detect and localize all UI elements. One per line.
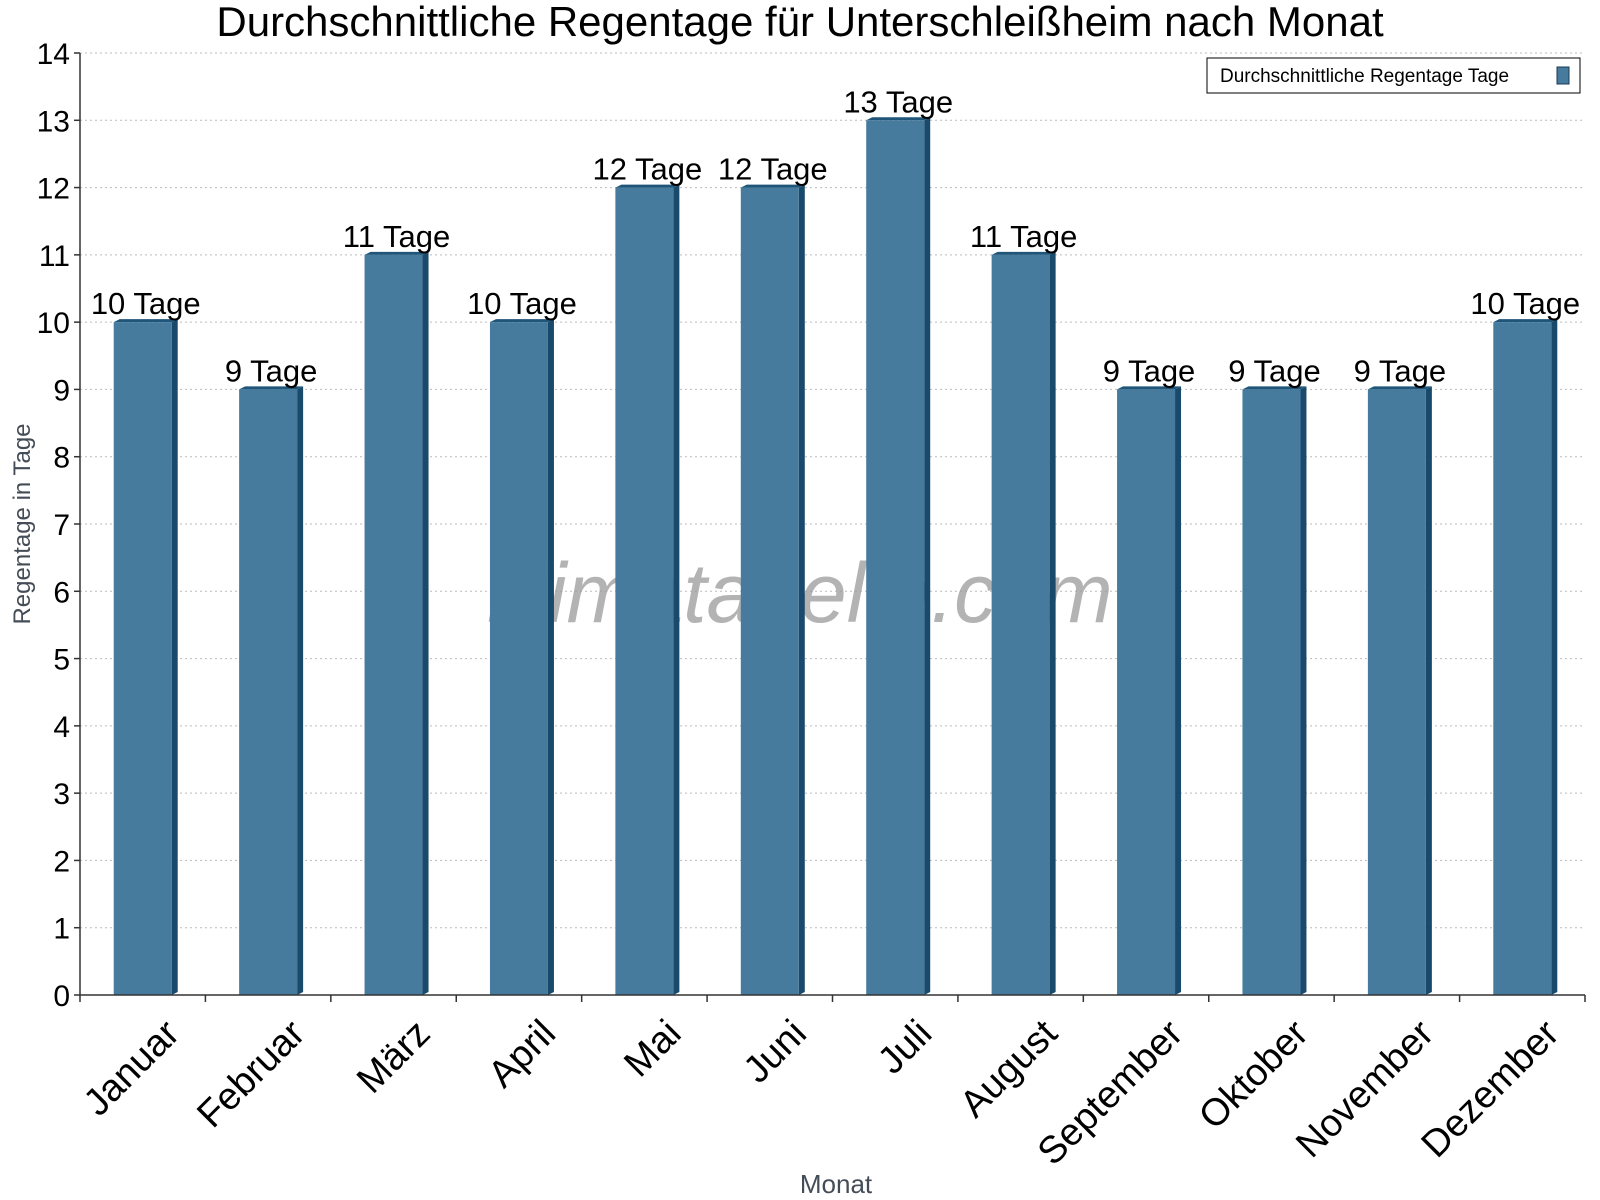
bar-side <box>1049 251 1056 995</box>
y-tick-label: 12 <box>37 173 70 206</box>
x-tick-label: Januar <box>76 1012 188 1124</box>
x-tick-label: Februar <box>189 1012 313 1136</box>
x-tick-label: Dezember <box>1414 1012 1568 1166</box>
legend: Durchschnittliche Regentage Tage <box>1206 57 1581 94</box>
bar-side <box>924 117 931 996</box>
data-label: 11 Tage <box>343 219 450 254</box>
bar-side <box>1175 386 1182 995</box>
x-tick-label: Mai <box>616 1012 689 1085</box>
bar-side <box>1551 319 1558 996</box>
bar-top <box>1242 386 1307 390</box>
bar-top <box>364 251 429 255</box>
bar-side <box>1425 386 1432 995</box>
y-tick-label: 2 <box>53 845 70 878</box>
legend-label: Durchschnittliche Regentage Tage <box>1220 66 1509 87</box>
data-label: 13 Tage <box>843 84 953 119</box>
bar <box>113 322 172 996</box>
bars <box>113 117 1558 996</box>
bar-side <box>798 184 805 996</box>
bar-side <box>547 319 554 996</box>
bar <box>1367 389 1426 995</box>
y-tick-label: 9 <box>53 374 70 407</box>
bar <box>239 389 298 995</box>
bar <box>1117 389 1176 995</box>
bar-top <box>615 184 680 188</box>
x-tick-label: Juni <box>736 1012 815 1091</box>
y-tick-label: 11 <box>39 240 70 273</box>
data-label: 11 Tage <box>970 219 1077 254</box>
bar-top <box>1493 319 1558 323</box>
y-tick-label: 8 <box>53 442 70 475</box>
y-tick-label: 5 <box>53 644 70 677</box>
bar-top <box>239 386 304 390</box>
bar <box>489 322 548 996</box>
y-tick-label: 0 <box>53 980 70 1013</box>
grid-lines <box>80 52 1585 929</box>
bar <box>615 187 674 996</box>
legend-box <box>1206 57 1581 94</box>
bar-top <box>866 117 931 121</box>
bar-top <box>1117 386 1182 390</box>
bar <box>991 254 1050 995</box>
bar <box>364 254 423 995</box>
bar-top <box>740 184 805 188</box>
data-label: 9 Tage <box>1354 353 1447 388</box>
y-tick-label: 7 <box>53 509 70 542</box>
x-tick-label: August <box>952 1012 1066 1126</box>
bar-side <box>297 386 304 995</box>
x-axis-title: Monat <box>800 1169 873 1199</box>
bar-top <box>991 251 1056 255</box>
x-tick-label: Juli <box>870 1012 940 1082</box>
y-tick-label: 10 <box>37 307 70 340</box>
legend-swatch <box>1556 66 1570 85</box>
y-tick-label: 4 <box>53 711 70 744</box>
bar <box>866 120 925 996</box>
bar-side <box>422 251 429 995</box>
y-tick-label: 6 <box>53 576 70 609</box>
data-labels: 10 Tage 9 Tage 11 Tage 10 Tage 12 Tage 12 Tag… <box>91 84 1580 388</box>
bar-side <box>673 184 680 996</box>
data-label: 10 Tage <box>91 286 201 321</box>
bar-top <box>489 319 554 323</box>
data-label: 12 Tage <box>718 152 828 187</box>
y-tick-label: 14 <box>37 38 70 71</box>
x-tick-label: Oktober <box>1191 1012 1317 1138</box>
data-label: 10 Tage <box>467 286 577 321</box>
bar-top <box>1367 386 1432 390</box>
data-label: 12 Tage <box>592 152 702 187</box>
chart-title: Durchschnittliche Regentage für Untersch… <box>216 0 1384 45</box>
x-tick-label: März <box>349 1012 438 1101</box>
bar-side <box>171 319 178 996</box>
bar <box>740 187 799 996</box>
data-label: 10 Tage <box>1470 286 1580 321</box>
bar-top <box>113 319 178 323</box>
x-tick-label: April <box>481 1012 564 1095</box>
bar <box>1242 389 1301 995</box>
data-label: 9 Tage <box>1103 353 1196 388</box>
bar-side <box>1300 386 1307 995</box>
y-axis-title: Regentage in Tage <box>9 423 36 624</box>
data-label: 9 Tage <box>1228 353 1321 388</box>
y-tick-label: 1 <box>53 913 70 946</box>
bar <box>1493 322 1552 996</box>
y-tick-label: 13 <box>37 105 70 138</box>
data-label: 9 Tage <box>225 353 318 388</box>
y-tick-label: 3 <box>53 778 70 811</box>
